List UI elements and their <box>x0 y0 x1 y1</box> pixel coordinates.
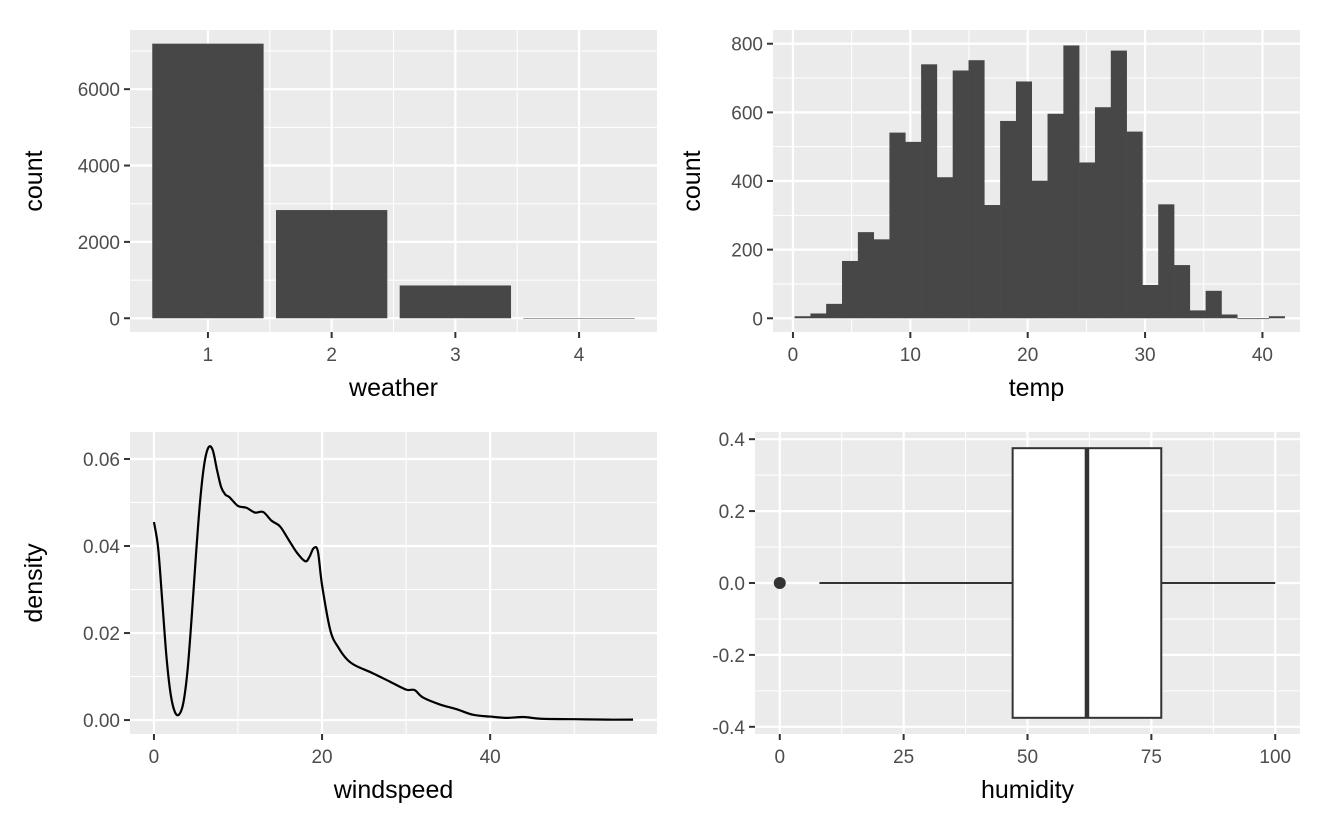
y-tick-label: 0.4 <box>719 430 746 451</box>
gridlines <box>130 432 657 734</box>
y-tick-label: 2000 <box>78 233 120 254</box>
x-axis-title: windspeed <box>333 776 454 804</box>
histogram-bar <box>873 239 890 319</box>
histogram-bar <box>1094 107 1112 319</box>
histogram-bar <box>936 177 953 319</box>
histogram-bar <box>1063 45 1080 319</box>
histogram-bar <box>857 232 875 319</box>
histogram-bars <box>794 45 1285 320</box>
y-tick-label: 0 <box>109 309 120 330</box>
bar-weather-3 <box>399 285 512 319</box>
y-tick-label: 600 <box>731 103 763 124</box>
x-tick-label: 25 <box>893 747 914 768</box>
histogram-bar <box>1253 318 1270 320</box>
histogram-bar <box>826 303 843 319</box>
x-tick-label: 40 <box>1252 345 1273 366</box>
x-tick-label: 4 <box>574 345 585 366</box>
histogram-bar <box>1126 131 1143 319</box>
histogram-bar <box>1142 284 1159 319</box>
bar-weather-2 <box>275 210 388 319</box>
x-tick-label: 0 <box>149 747 160 768</box>
y-tick-label: 4000 <box>78 157 120 178</box>
histogram-bar <box>1110 50 1127 319</box>
x-tick-label: 20 <box>1017 345 1038 366</box>
y-axis-title: count <box>678 150 706 211</box>
x-tick-label: 50 <box>1017 747 1038 768</box>
histogram-bar <box>921 64 938 319</box>
x-axis-title: weather <box>348 374 438 402</box>
boxplot <box>773 447 1276 719</box>
histogram-bar <box>1268 316 1285 319</box>
histogram-bar <box>968 60 985 319</box>
y-tick-label: 400 <box>731 172 763 193</box>
histogram-bar <box>1237 318 1254 320</box>
x-tick-label: 20 <box>311 747 332 768</box>
y-tick-label: 6000 <box>78 80 120 101</box>
density-line <box>152 445 634 721</box>
histogram-bar <box>984 205 1001 319</box>
y-tick-label: 800 <box>731 35 763 56</box>
x-tick-label: 40 <box>480 747 501 768</box>
y-tick-label: 0.06 <box>83 450 120 471</box>
x-tick-label: 1 <box>203 345 214 366</box>
x-tick-label: 0 <box>774 747 785 768</box>
x-tick-label: 100 <box>1259 747 1291 768</box>
histogram-bar <box>794 316 811 319</box>
axes: 0 20 40 0.00 0.02 0.04 0.06 windspeed density <box>20 450 501 804</box>
histogram-bar <box>905 141 922 319</box>
histogram-bar <box>1047 113 1064 319</box>
x-tick-label: 2 <box>326 345 337 366</box>
y-tick-label: 0.02 <box>83 624 120 645</box>
histogram-bar <box>842 260 859 319</box>
histogram-bar <box>1015 81 1032 319</box>
x-tick-label: 0 <box>788 345 799 366</box>
bar-weather-4 <box>523 318 635 319</box>
bar-weather-1 <box>152 43 264 319</box>
histogram-bar <box>1189 310 1206 319</box>
x-axis-title: temp <box>1009 374 1065 402</box>
y-tick-label: 0 <box>752 309 763 330</box>
panel-background <box>130 432 657 734</box>
histogram-bar <box>952 70 969 319</box>
histogram-bar <box>1205 290 1222 319</box>
x-tick-label: 75 <box>1141 747 1162 768</box>
y-tick-label: 0.2 <box>719 502 745 523</box>
humidity-boxplot: 0 25 50 75 100 -0.4 -0.2 0.0 0.2 0.4 humidity <box>712 430 1300 804</box>
x-axis-title: humidity <box>981 776 1075 804</box>
histogram-bar <box>1079 162 1096 319</box>
y-tick-label: 0.0 <box>719 574 745 595</box>
x-tick-label: 10 <box>900 345 921 366</box>
x-tick-label: 30 <box>1134 345 1155 366</box>
histogram-bar <box>1174 265 1191 319</box>
x-tick-label: 3 <box>450 345 461 366</box>
y-tick-label: 200 <box>731 241 763 262</box>
histogram-bar <box>1000 120 1017 319</box>
axes: 0 25 50 75 100 -0.4 -0.2 0.0 0.2 0.4 humidity <box>712 430 1291 804</box>
axes: 1 2 3 4 0 2000 4000 6000 weather count <box>20 80 585 402</box>
y-axis-title: density <box>20 543 48 623</box>
histogram-bar <box>1158 204 1175 319</box>
y-tick-label: -0.2 <box>712 646 745 667</box>
y-axis-title: count <box>20 150 48 211</box>
y-tick-label: 0.00 <box>83 711 120 732</box>
histogram-bar <box>810 313 827 319</box>
windspeed-density-chart: 0 20 40 0.00 0.02 0.04 0.06 windspeed density <box>20 432 657 804</box>
histogram-bar <box>1031 180 1048 319</box>
histogram-bar <box>889 132 906 319</box>
y-tick-label: 0.04 <box>83 537 120 558</box>
weather-bar-chart: 1 2 3 4 0 2000 4000 6000 weather count <box>20 30 657 402</box>
outlier-point <box>773 577 786 589</box>
y-tick-label: -0.4 <box>712 718 745 739</box>
histogram-bar <box>1221 314 1238 319</box>
bars <box>152 43 635 319</box>
